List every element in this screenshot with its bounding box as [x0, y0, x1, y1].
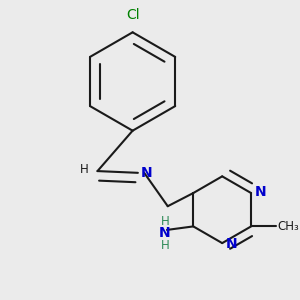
Text: H: H [160, 214, 169, 228]
Text: N: N [141, 166, 152, 180]
Text: N: N [159, 226, 171, 240]
Text: N: N [255, 185, 266, 199]
Text: N: N [226, 237, 237, 251]
Text: H: H [160, 239, 169, 252]
Text: CH₃: CH₃ [278, 220, 299, 233]
Text: Cl: Cl [126, 8, 140, 22]
Text: H: H [80, 163, 89, 176]
